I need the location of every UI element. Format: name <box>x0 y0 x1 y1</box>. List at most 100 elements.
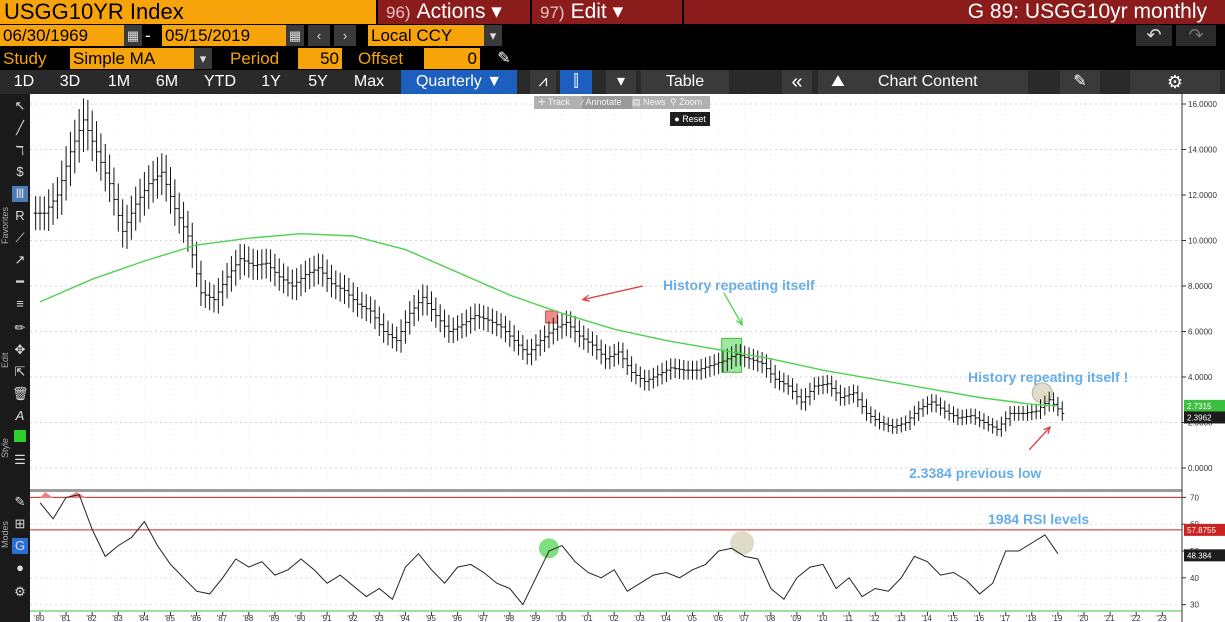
panel-divider[interactable] <box>30 489 1225 492</box>
last-value-text: 57.8755 <box>1187 526 1216 535</box>
color-swatch-icon[interactable] <box>14 430 26 442</box>
mode-icon[interactable]: G <box>12 538 28 554</box>
pencil-icon[interactable]: ✎ <box>497 50 511 67</box>
x-tick-label: '89 <box>269 614 280 622</box>
news-button[interactable]: ▤ News <box>632 97 666 107</box>
annotation-arrow <box>1028 426 1051 451</box>
edit-label: Edit ▾ <box>570 0 624 23</box>
last-value-labels: 2.7315 2.3962 57.8755 48.384 <box>1184 399 1225 562</box>
x-tick-label: '81 <box>60 614 71 622</box>
x-tick-label: '18 <box>1026 614 1037 622</box>
x-tick-label: '84 <box>138 614 149 622</box>
actions-label: Actions ▾ <box>416 0 502 23</box>
text-size-icon[interactable]: ℸ <box>15 143 25 158</box>
horizontal-line-icon[interactable]: ━ <box>16 274 24 289</box>
x-tick-label: '12 <box>869 614 880 622</box>
settings-gear-icon[interactable]: ⚙ <box>14 584 26 599</box>
currency-select[interactable]: Local CCY <box>368 25 484 46</box>
track-button[interactable]: ✛ Track <box>538 97 571 107</box>
cursor-icon[interactable]: ↖ <box>14 98 26 113</box>
x-tick-label: '05 <box>687 614 698 622</box>
x-tick-label: '16 <box>974 614 985 622</box>
y-tick-label: 30 <box>1190 601 1199 610</box>
price-bars <box>33 98 1065 437</box>
pencil-icon[interactable]: ✎ <box>14 494 26 509</box>
x-tick-label: '22 <box>1130 614 1141 622</box>
x-tick-label: '03 <box>634 614 645 622</box>
annotation-arrow <box>582 285 644 301</box>
edit-menu[interactable]: 97) Edit ▾ <box>532 0 682 24</box>
y-tick-label: 10.0000 <box>1188 237 1217 246</box>
select-icon[interactable]: ⇱ <box>14 364 26 379</box>
x-tick-label: '04 <box>660 614 671 622</box>
actions-number: 96) <box>386 3 411 22</box>
line-chart-icon[interactable]: ⩘ <box>530 70 556 94</box>
chart-content-button[interactable]: Chart Content <box>858 70 1028 94</box>
highlight-circle <box>1031 382 1053 404</box>
table-button[interactable]: Table <box>641 70 729 94</box>
period-button-ytd[interactable]: YTD <box>204 73 236 90</box>
x-tick-label: '99 <box>530 614 541 622</box>
redo-icon[interactable]: ↷ <box>1176 25 1216 46</box>
dollar-icon[interactable]: $ <box>16 164 24 179</box>
edit-chart-icon[interactable]: ✎ <box>1060 70 1100 94</box>
trend-line-icon[interactable]: ⟋ <box>15 230 25 245</box>
chevron-down-icon[interactable]: ▾ <box>194 48 212 69</box>
chart-area[interactable]: 16.0000 14.0000 12.0000 10.0000 8.0000 6.0000… <box>30 94 1225 622</box>
period-button-6m[interactable]: 6M <box>155 73 179 90</box>
palette-icon[interactable]: ● <box>16 560 24 575</box>
crosshair-icon[interactable]: ⊞ <box>14 516 26 531</box>
line-tool-icon[interactable]: ╱ <box>16 120 24 135</box>
calendar-icon[interactable]: ▦ <box>286 25 304 46</box>
chevron-down-icon[interactable]: ▾ <box>484 25 502 46</box>
period-button-max[interactable]: Max <box>353 73 385 90</box>
study-select[interactable]: Simple MA <box>70 48 194 69</box>
move-icon[interactable]: ✥ <box>14 342 26 357</box>
last-value-tag <box>1184 523 1225 536</box>
period-input[interactable]: 50 <box>298 48 342 69</box>
settings-gear-icon[interactable]: ⚙ <box>1130 70 1220 94</box>
offset-input[interactable]: 0 <box>424 48 480 69</box>
x-tick-label: '08 <box>765 614 776 622</box>
pen-icon[interactable]: ✏ <box>14 320 26 335</box>
next-arrow-icon[interactable]: › <box>334 25 356 46</box>
font-icon[interactable]: A <box>15 408 25 423</box>
bars-icon[interactable]: Ⅲ <box>12 186 28 202</box>
line-style-icon[interactable]: ☰ <box>14 452 26 467</box>
zoom-button[interactable]: ⚲ Zoom <box>670 97 703 107</box>
collapse-icon[interactable]: « <box>782 70 812 94</box>
x-tick-label: '07 <box>739 614 750 622</box>
previous-arrow-icon[interactable]: ‹ <box>308 25 330 46</box>
rsi-level-lines <box>30 496 1182 612</box>
period-button-1y[interactable]: 1Y <box>261 73 281 90</box>
period-button-3d[interactable]: 3D <box>59 73 81 90</box>
security-ticker[interactable]: USGG10YR Index <box>0 0 376 24</box>
x-tick-label: '00 <box>556 614 567 622</box>
calendar-icon[interactable]: ▦ <box>124 25 142 46</box>
chevron-down-icon[interactable]: ▾ <box>606 70 636 94</box>
ray-icon[interactable]: ↗ <box>14 252 26 267</box>
r-tool-icon[interactable]: R <box>15 208 25 223</box>
chart-mode-buttons: ✛ Track ∕ Annotate ▤ News ⚲ Zoom <box>534 96 710 109</box>
start-date-field[interactable]: 06/30/1969 <box>0 25 124 46</box>
annotation-text: 2.3384 previous low <box>909 465 1041 481</box>
x-tick-label: '90 <box>295 614 306 622</box>
end-date-field[interactable]: 05/15/2019 <box>162 25 286 46</box>
period-button-1m[interactable]: 1M <box>107 73 131 90</box>
news-label: News <box>643 97 666 107</box>
reset-button[interactable]: ● Reset <box>670 112 710 126</box>
rsi-highlight-peak <box>40 492 54 498</box>
annotation-arrows <box>581 285 1052 451</box>
annotate-button[interactable]: ∕ Annotate <box>582 96 632 109</box>
trash-icon[interactable]: 🗑 <box>12 386 29 401</box>
period-button-1d[interactable]: 1D <box>13 73 35 90</box>
frequency-select[interactable]: Quarterly ▼ <box>401 70 517 94</box>
actions-menu[interactable]: 96) Actions ▾ <box>378 0 530 24</box>
undo-icon[interactable]: ↶ <box>1136 25 1172 46</box>
annotate-label: Annotate <box>585 97 622 107</box>
period-button-5y[interactable]: 5Y <box>308 73 328 90</box>
x-tick-label: '14 <box>921 614 932 622</box>
bar-chart-icon[interactable]: ⫿ <box>560 70 592 94</box>
y-tick-label: 4.0000 <box>1188 373 1213 382</box>
channel-icon[interactable]: ≡ <box>16 296 24 311</box>
